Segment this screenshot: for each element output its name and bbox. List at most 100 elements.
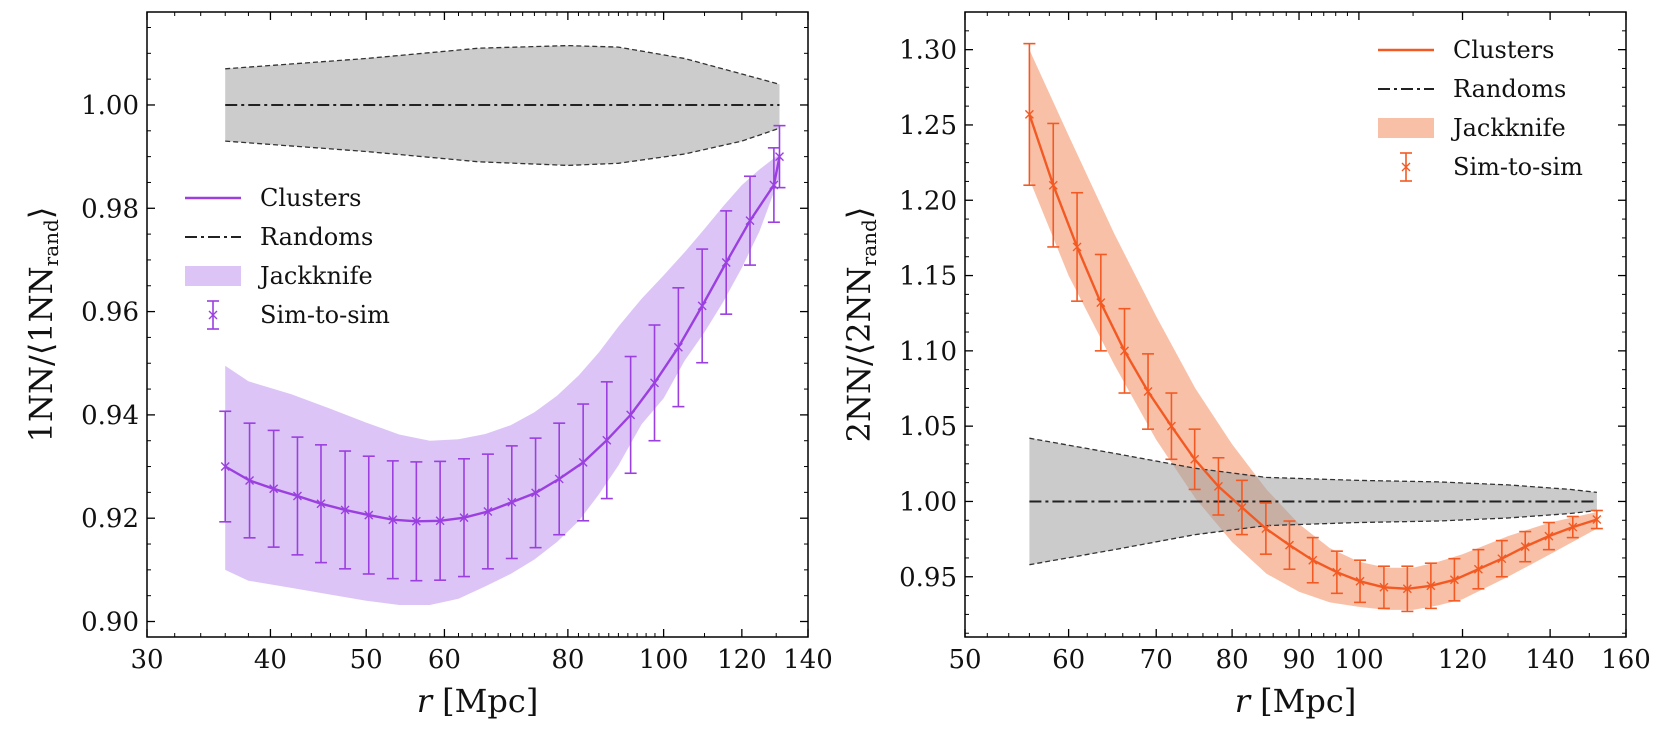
chart0-point-3 [292,491,302,501]
chart1-xtick-label-1: 60 [1052,645,1085,675]
chart1-ylabel-close: ⟩ [840,207,878,219]
chart0-point-7 [388,515,398,525]
chart1-errorbar-6 [1165,392,1178,461]
chart0-legend-label-3: Sim-to-sim [260,301,390,329]
chart0-ytick-label-0: 0.90 [81,608,139,638]
chart1-ytick-label-7: 1.30 [899,36,957,66]
chart1-point-4 [1119,346,1129,356]
chart1-errorbar-10 [1259,502,1272,555]
chart1-xlabel-unit: [Mpc] [1260,682,1356,720]
chart1-xtick-label-4: 90 [1282,645,1315,675]
chart0-legend-label-2: Jackknife [257,262,373,290]
chart0-errorbar-16 [600,381,613,500]
chart0-ylabel: 1NN/⟨1NNrand⟩ [22,207,63,443]
chart0-xlabel-var: r [417,682,442,720]
chart1-point-13 [1332,567,1342,577]
chart0-ylabel-main: 1NN/⟨1NN [22,266,60,442]
chart0-xtick-label-5: 100 [639,645,689,675]
chart1-point-23 [1568,522,1578,532]
chart1-ytick-label-0: 0.95 [899,563,957,593]
chart1-errorbar-3 [1094,253,1107,352]
chart1-errorbar-22 [1542,521,1555,551]
chart0-xtick-label-6: 120 [717,645,767,675]
chart0-jackknife-band [225,154,780,605]
chart1-point-10 [1261,524,1271,534]
chart0-ytick-label-3: 0.96 [81,298,139,328]
chart1-errorbar-12 [1306,536,1319,584]
chart0-ylabel-close: ⟩ [22,207,60,219]
chart0-point-9 [435,516,445,526]
chart0-point-0 [220,462,230,472]
chart1-point-11 [1284,540,1294,550]
chart1-point-8 [1213,481,1223,491]
chart0-randoms-band-upper-edge [225,44,780,85]
chart0-errorbar-0 [219,410,232,523]
chart0-xtick-label-0: 30 [130,645,163,675]
chart0-xtick-label-3: 60 [428,645,461,675]
chart0-legend-swatch-simtosim-marker [208,310,218,320]
chart0-point-22 [745,216,755,226]
chart1-xtick-label-7: 140 [1525,645,1575,675]
chart0-point-17 [626,410,636,420]
chart1-errorbar-11 [1283,520,1296,571]
chart1-point-2 [1072,242,1082,252]
chart1-errorbar-24 [1590,509,1603,530]
chart1-point-14 [1355,576,1365,586]
chart1-errorbar-15 [1377,565,1390,610]
chart0-point-4 [316,499,326,509]
chart0-ytick-label-5: 1.00 [81,91,139,121]
chart0-point-10 [459,513,469,523]
chart0-errorbar-17 [624,355,637,475]
chart0-errorbar-12 [505,445,518,560]
chart0-errorbar-6 [362,455,375,575]
chart1-point-19 [1473,564,1483,574]
chart1-xtick-label-8: 160 [1601,645,1651,675]
chart1-randoms-band-lower-edge [1029,509,1597,566]
chart1-errorbar-5 [1142,353,1155,430]
chart1-point-18 [1449,575,1459,585]
chart1-xlabel-var: r [1235,682,1260,720]
chart0-point-11 [483,506,493,516]
chart1-point-15 [1379,582,1389,592]
chart1-jackknife-band [1029,49,1597,610]
chart0-point-1 [245,475,255,485]
chart0-errorbar-24 [773,124,786,189]
chart1-point-17 [1426,581,1436,591]
chart1-point-12 [1308,555,1318,565]
chart1-errorbar-23 [1566,515,1579,539]
chart0-xtick-label-2: 50 [350,645,383,675]
chart0-point-8 [411,516,421,526]
chart0-point-12 [507,497,517,507]
chart0-point-21 [721,258,731,268]
chart1-xtick-label-2: 70 [1140,645,1173,675]
chart1-ylabel: 2NN/⟨2NNrand⟩ [840,207,881,443]
chart0-xlabel-unit: [Mpc] [442,682,538,720]
chart1-errorbar-14 [1354,559,1367,604]
chart1-errorbar-16 [1401,565,1414,613]
chart0-xtick-label-1: 40 [254,645,287,675]
chart1-ytick-label-6: 1.25 [899,111,957,141]
chart0-errorbar-14 [553,422,566,536]
chart0-errorbar-10 [457,457,470,578]
chart1-errorbar-9 [1235,479,1248,536]
chart0-errorbar-1 [243,422,256,539]
chart1-legend: Clusters Randoms Jackknife Sim-to-sim [1378,36,1583,182]
chart1-xlabel: r [Mpc] [1235,682,1357,720]
chart1-point-1 [1048,180,1058,190]
chart0-randoms-band-lower-edge [225,127,780,167]
chart0-errorbar-7 [386,460,399,580]
chart0-ylabel-sub: rand [39,219,63,266]
chart1-ylabel-sub: rand [857,219,881,266]
chart1-legend-label-3: Sim-to-sim [1453,153,1583,181]
chart0-errorbar-11 [481,453,494,570]
chart0-errorbar-13 [529,437,542,549]
chart0-legend-label-1: Randoms [260,223,373,251]
chart0-errorbar-15 [577,403,590,522]
chart0-point-18 [650,378,660,388]
chart0-errorbar-21 [720,210,733,315]
chart1-legend-swatch-simtosim-marker [1401,162,1411,172]
chart0-point-19 [673,342,683,352]
chart0-point-2 [269,484,279,494]
chart0-legend-label-0: Clusters [260,184,361,212]
